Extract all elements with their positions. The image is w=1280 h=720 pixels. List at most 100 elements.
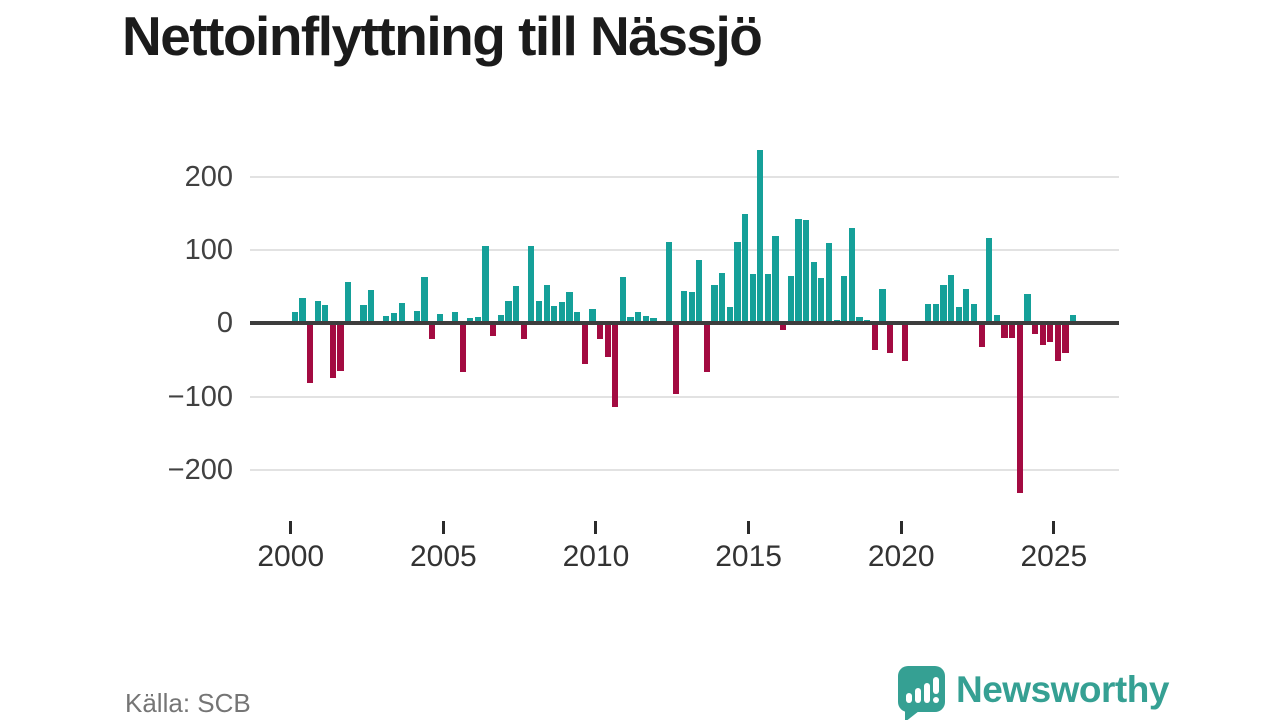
bar	[360, 304, 367, 324]
bar	[879, 288, 886, 324]
bar	[932, 304, 939, 324]
logo-mini-bar-3	[924, 683, 930, 703]
bar	[1070, 315, 1077, 324]
bar	[795, 219, 802, 324]
chart-title: Nettoinflyttning till Nässjö	[122, 5, 763, 67]
x-axis-label-2015: 2015	[715, 540, 782, 573]
logo-mini-bar-2	[915, 688, 921, 703]
bar	[436, 313, 443, 324]
x-axis: 2000 2005 2010 2015 2020 2025	[250, 520, 1130, 582]
newsworthy-logo: Newsworthy	[898, 666, 1169, 720]
bar	[612, 323, 619, 407]
bar	[1062, 323, 1069, 354]
bar	[940, 285, 947, 324]
x-tick-2000	[289, 521, 293, 534]
y-axis-label-100: 100	[184, 233, 233, 266]
bar	[368, 290, 375, 324]
bar	[825, 243, 833, 324]
bar	[970, 304, 978, 324]
bar	[566, 291, 573, 324]
bar	[619, 277, 627, 324]
bar	[314, 300, 321, 324]
gridline-200	[250, 175, 1119, 178]
bar	[642, 315, 649, 324]
bar	[497, 315, 504, 324]
bar	[383, 315, 390, 324]
bar	[726, 307, 733, 324]
bar	[528, 245, 535, 324]
bar	[604, 323, 611, 358]
bar	[734, 241, 741, 324]
bar	[345, 282, 352, 324]
newsworthy-logo-text: Newsworthy	[956, 669, 1169, 710]
bar	[787, 276, 794, 324]
bar	[543, 285, 550, 324]
bar	[574, 311, 581, 324]
bar	[1039, 323, 1046, 345]
bar	[764, 274, 772, 324]
bar	[886, 323, 894, 354]
gridline-100	[250, 248, 1119, 251]
bar	[306, 323, 314, 384]
bar	[1016, 323, 1023, 494]
bar	[963, 288, 970, 324]
bar	[635, 311, 642, 324]
bar	[871, 323, 878, 350]
bar	[558, 302, 565, 324]
bar	[703, 323, 710, 373]
bar	[925, 303, 932, 324]
gridline--100	[250, 395, 1119, 398]
bar	[482, 246, 489, 324]
x-axis-label-2025: 2025	[1020, 540, 1088, 573]
bar	[665, 241, 672, 324]
bar	[459, 323, 466, 372]
bar	[650, 318, 657, 324]
bar	[421, 277, 428, 324]
bar	[299, 297, 306, 324]
bar	[1001, 323, 1008, 338]
gridline--200	[250, 468, 1119, 471]
x-tick-2025	[1052, 521, 1056, 534]
bar	[1047, 323, 1054, 343]
bar	[841, 276, 848, 324]
bar	[688, 291, 695, 324]
bar	[490, 323, 497, 336]
bar	[551, 306, 558, 324]
bar	[818, 277, 825, 324]
source-label: Källa: SCB	[125, 688, 251, 718]
x-tick-2005	[441, 521, 445, 534]
bar	[902, 323, 909, 361]
bar	[451, 311, 459, 324]
x-tick-2010	[594, 521, 598, 534]
bar	[856, 317, 863, 324]
bar	[429, 323, 436, 340]
bar	[627, 317, 634, 324]
bar	[772, 236, 779, 324]
bar	[696, 259, 703, 324]
bar	[1054, 323, 1062, 362]
bar	[711, 285, 718, 324]
logo-exclamation-dot	[933, 697, 939, 703]
bar	[513, 285, 520, 324]
x-tick-2020	[899, 521, 903, 534]
y-axis-label--100: −100	[167, 380, 233, 413]
bar	[986, 237, 993, 324]
bar	[390, 313, 398, 324]
logo-mini-bar-1	[906, 693, 912, 703]
newsworthy-speech-bubble-chart-icon	[898, 666, 945, 720]
x-axis-label-2000: 2000	[257, 540, 325, 573]
bar	[1024, 293, 1031, 324]
bar	[505, 301, 512, 324]
bar	[780, 323, 787, 330]
bar	[993, 315, 1000, 324]
y-axis-label-0: 0	[216, 307, 233, 340]
bar	[467, 318, 474, 324]
plot-area	[250, 140, 1119, 520]
bar	[589, 308, 596, 324]
x-axis-label-2020: 2020	[867, 540, 935, 573]
y-axis-label--200: −200	[167, 453, 233, 486]
bar	[810, 262, 817, 324]
x-axis-label-2005: 2005	[409, 540, 477, 573]
bar	[337, 323, 344, 371]
